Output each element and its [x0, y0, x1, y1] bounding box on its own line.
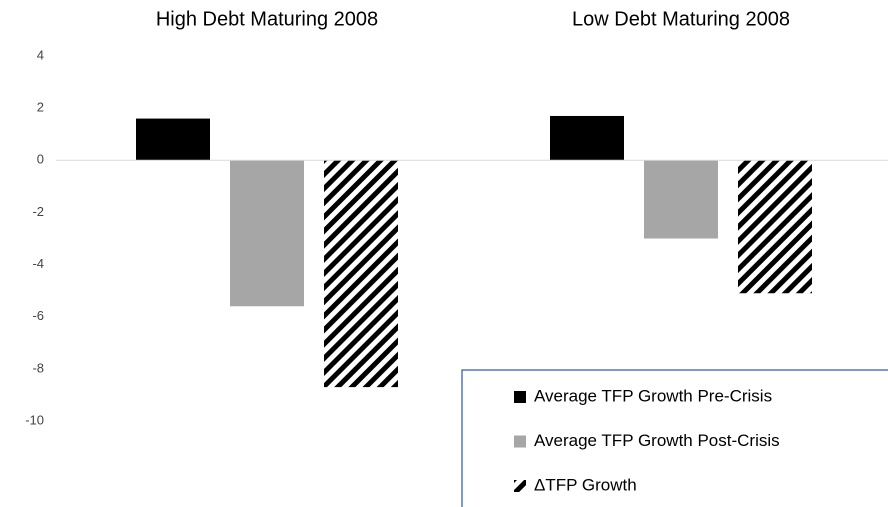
y-tick-label: -4 [32, 256, 44, 271]
bar [324, 160, 398, 388]
bar [230, 160, 304, 307]
y-tick-label: -2 [32, 204, 44, 219]
bar [644, 160, 718, 239]
legend-label: Average TFP Growth Post-Crisis [534, 431, 780, 450]
legend-label: Average TFP Growth Pre-Crisis [534, 386, 772, 405]
legend-box [461, 369, 888, 507]
legend-swatch [514, 480, 526, 492]
legend-swatch [514, 435, 526, 448]
y-tick-label: -8 [32, 360, 44, 375]
y-tick-label: -10 [25, 412, 44, 427]
bar [550, 115, 624, 161]
bar [738, 160, 812, 294]
y-tick-label: 2 [37, 100, 44, 115]
bar [136, 118, 210, 161]
category-label: High Debt Maturing 2008 [156, 8, 378, 30]
y-tick-label: -6 [32, 308, 44, 323]
legend-label: ΔTFP Growth [534, 475, 637, 494]
y-tick-label: 4 [37, 47, 44, 62]
legend-swatch [514, 391, 526, 403]
y-tick-label: 0 [37, 152, 44, 167]
category-label: Low Debt Maturing 2008 [572, 8, 790, 30]
